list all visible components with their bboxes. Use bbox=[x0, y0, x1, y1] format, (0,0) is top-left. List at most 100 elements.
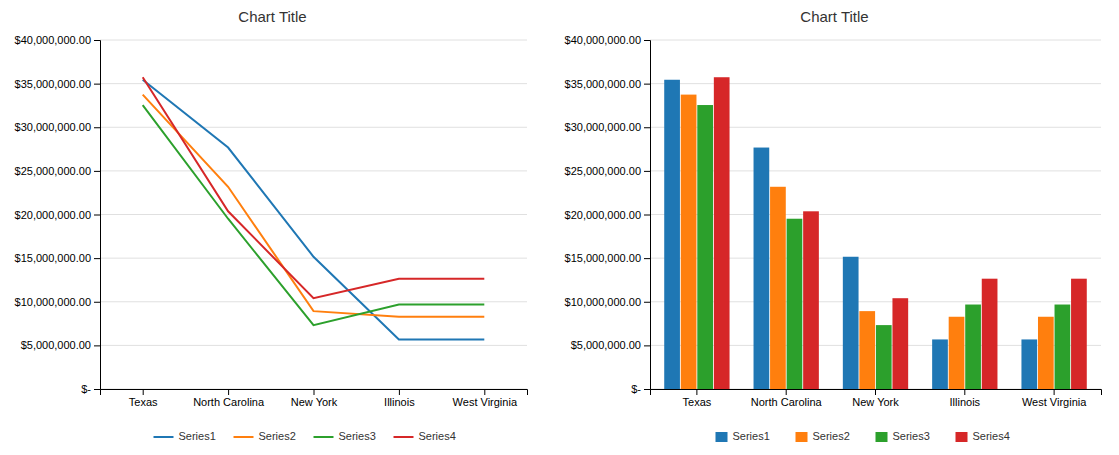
bar-series bbox=[697, 105, 1070, 389]
bar bbox=[843, 257, 859, 389]
tick-mark bbox=[94, 171, 100, 172]
tick: $10,000,000.00 bbox=[15, 296, 100, 308]
tick-label: $10,000,000.00 bbox=[565, 296, 641, 308]
tick: $5,000,000.00 bbox=[571, 339, 650, 351]
x-axis: Texas North Carolina New York Illinois West … bbox=[651, 389, 1102, 408]
tick-mark bbox=[143, 389, 144, 395]
legend-label: Series2 bbox=[813, 430, 850, 442]
axis-line bbox=[94, 41, 101, 390]
tick-mark bbox=[644, 127, 650, 128]
plot-area: $- $5,000,000.00 $10,000,000.00 $15,000,000… bbox=[15, 34, 528, 408]
bar bbox=[803, 211, 819, 389]
tick-mark bbox=[644, 258, 650, 259]
tick-label: Illinois bbox=[384, 396, 415, 408]
chart-panel: Chart Title $- $5,000,000.00 $10,000,000.00… bbox=[565, 8, 1102, 442]
bar bbox=[1055, 305, 1071, 389]
tick-mark bbox=[94, 84, 100, 85]
tick: New York bbox=[291, 389, 338, 408]
tick: West Virginia bbox=[1022, 389, 1087, 408]
plot-area: $- $5,000,000.00 $10,000,000.00 $15,000,000… bbox=[565, 34, 1102, 408]
tick: $- bbox=[81, 383, 100, 395]
tick-mark bbox=[94, 302, 100, 303]
legend-item: Series3 bbox=[314, 430, 376, 442]
tick: $20,000,000.00 bbox=[565, 209, 650, 221]
series-line bbox=[143, 77, 485, 298]
tick-mark bbox=[94, 258, 100, 259]
grid bbox=[650, 40, 1101, 389]
grid-line bbox=[100, 83, 527, 84]
legend: Series1Series2Series3Series4 bbox=[716, 430, 1010, 442]
tick-label: Texas bbox=[129, 396, 158, 408]
tick-mark bbox=[696, 389, 697, 395]
bar bbox=[787, 219, 803, 389]
tick-mark bbox=[94, 215, 100, 216]
tick: $5,000,000.00 bbox=[21, 339, 100, 351]
tick: West Virginia bbox=[453, 389, 518, 408]
axis-line bbox=[644, 41, 651, 390]
tick-mark bbox=[94, 389, 100, 390]
bar bbox=[1071, 279, 1087, 389]
marks bbox=[143, 77, 485, 339]
tick: $15,000,000.00 bbox=[565, 252, 650, 264]
legend-swatch bbox=[314, 436, 334, 438]
tick-mark bbox=[94, 127, 100, 128]
bar-series bbox=[681, 95, 1054, 389]
legend-item: Series1 bbox=[154, 430, 216, 442]
tick-mark bbox=[786, 389, 787, 395]
tick-mark bbox=[644, 84, 650, 85]
legend-label: Series1 bbox=[179, 430, 216, 442]
tick: Texas bbox=[129, 389, 158, 408]
legend-swatch bbox=[154, 436, 174, 438]
tick-mark bbox=[644, 215, 650, 216]
grid-line bbox=[650, 40, 1101, 41]
marks bbox=[664, 77, 1087, 389]
tick-mark bbox=[1054, 389, 1055, 395]
bar bbox=[754, 148, 770, 389]
legend-item: Series2 bbox=[796, 430, 850, 442]
chart-panel: Chart Title$-$5,000,000.00$10,000,000.00… bbox=[15, 8, 528, 442]
bar bbox=[714, 77, 730, 389]
tick-label: North Carolina bbox=[751, 396, 823, 408]
tick: $- bbox=[631, 383, 650, 395]
tick-mark bbox=[484, 389, 485, 395]
tick-mark bbox=[964, 389, 965, 395]
y-axis: $- $5,000,000.00 $10,000,000.00 $15,000,000… bbox=[565, 34, 651, 395]
tick-mark bbox=[94, 40, 100, 41]
tick-mark bbox=[644, 302, 650, 303]
tick-label: New York bbox=[852, 396, 899, 408]
grid-line bbox=[100, 40, 527, 41]
bar bbox=[697, 105, 713, 389]
bar bbox=[876, 325, 892, 389]
tick-mark bbox=[314, 389, 315, 395]
tick: $35,000,000.00 bbox=[15, 78, 100, 90]
grid-line bbox=[100, 214, 527, 215]
grid-line bbox=[100, 170, 527, 171]
tick-label: $10,000,000.00 bbox=[15, 296, 91, 308]
legend-label: Series2 bbox=[259, 430, 296, 442]
tick: Illinois bbox=[384, 389, 415, 408]
tick-label: $20,000,000.00 bbox=[15, 209, 91, 221]
tick-mark bbox=[228, 389, 229, 395]
tick-label: Illinois bbox=[950, 396, 981, 408]
tick-label: North Carolina bbox=[193, 396, 265, 408]
legend: Series1 Series2 Series3 Series4 bbox=[154, 430, 456, 442]
tick: $25,000,000.00 bbox=[565, 165, 650, 177]
tick-label: $25,000,000.00 bbox=[565, 165, 641, 177]
bar bbox=[949, 317, 965, 389]
tick-label: $35,000,000.00 bbox=[15, 78, 91, 90]
chart-title: Chart Title bbox=[800, 8, 868, 25]
tick-label: $40,000,000.00 bbox=[565, 34, 641, 46]
legend-item: Series3 bbox=[876, 430, 930, 442]
tick-label: $- bbox=[81, 383, 91, 395]
tick-label: $15,000,000.00 bbox=[15, 252, 91, 264]
legend-item: Series1 bbox=[716, 430, 770, 442]
tick: New York bbox=[852, 389, 899, 408]
tick-mark bbox=[644, 389, 650, 390]
tick-label: $15,000,000.00 bbox=[565, 252, 641, 264]
tick-label: Texas bbox=[683, 396, 712, 408]
legend-item: Series4 bbox=[394, 430, 456, 442]
tick: $40,000,000.00 bbox=[15, 34, 100, 46]
tick-label: $20,000,000.00 bbox=[565, 209, 641, 221]
axis-line bbox=[651, 390, 1102, 396]
series-line bbox=[143, 105, 485, 325]
